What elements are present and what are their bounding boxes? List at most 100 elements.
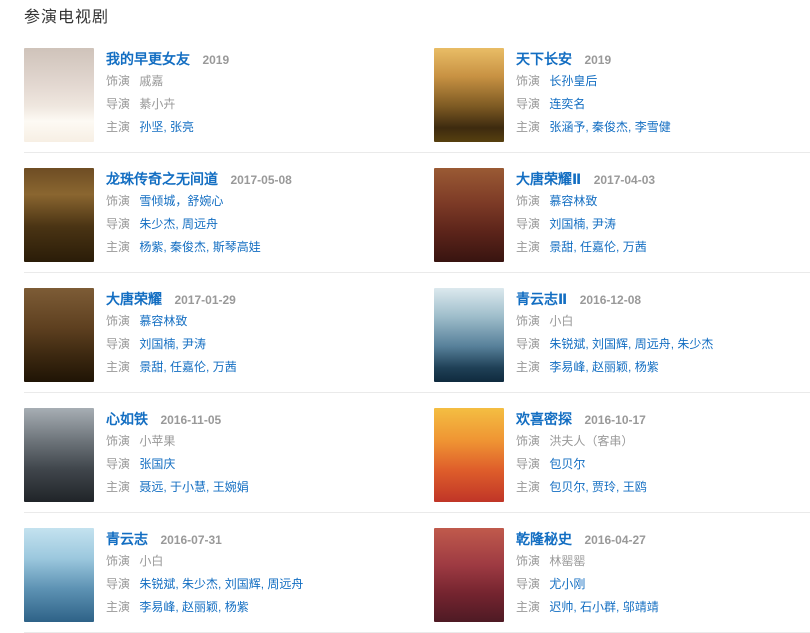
role-value[interactable]: 慕容林致: [549, 194, 598, 208]
director-label: 导演: [516, 457, 541, 471]
role-row: 饰演 雪倾城，舒婉心: [106, 190, 292, 213]
title-line: 青云志 2016-07-31: [106, 529, 303, 550]
director-value[interactable]: 尤小刚: [549, 577, 586, 591]
poster-image[interactable]: [434, 528, 504, 622]
drama-title-link[interactable]: 大唐荣耀Ⅱ: [516, 171, 582, 187]
cast-label: 主演: [516, 480, 541, 494]
cast-label: 主演: [106, 120, 131, 134]
role-value[interactable]: 雪倾城，舒婉心: [139, 194, 224, 208]
title-line: 我的早更女友 2019: [106, 49, 229, 70]
release-date: 2019: [584, 53, 612, 67]
role-label: 饰演: [106, 194, 131, 208]
drama-item: 乾隆秘史 2016-04-27 饰演 林罂罂 导演 尤小刚 主演 迟帅, 石小群…: [434, 513, 810, 633]
poster-image[interactable]: [24, 288, 94, 382]
director-row: 导演 张国庆: [106, 453, 249, 476]
director-label: 导演: [516, 97, 541, 111]
poster-image[interactable]: [24, 48, 94, 142]
cast-value[interactable]: 李易峰, 赵丽颖, 杨紫: [139, 600, 249, 614]
role-value[interactable]: 慕容林致: [139, 314, 188, 328]
director-value[interactable]: 朱少杰, 周远舟: [139, 217, 219, 231]
director-label: 导演: [106, 97, 131, 111]
title-line: 龙珠传奇之无间道 2017-05-08: [106, 169, 292, 190]
drama-info: 心如铁 2016-11-05 饰演 小苹果 导演 张国庆 主演 聂远, 于小慧,…: [106, 408, 249, 499]
drama-title-link[interactable]: 大唐荣耀: [106, 291, 162, 307]
drama-title-link[interactable]: 乾隆秘史: [516, 531, 572, 547]
drama-info: 青云志Ⅱ 2016-12-08 饰演 小白 导演 朱锐斌, 刘国辉, 周远舟, …: [516, 288, 713, 379]
role-label: 饰演: [106, 314, 131, 328]
director-row: 导演 连奕名: [516, 93, 671, 116]
drama-title-link[interactable]: 我的早更女友: [106, 51, 190, 67]
drama-item: 心如铁 2016-11-05 饰演 小苹果 导演 张国庆 主演 聂远, 于小慧,…: [24, 393, 434, 513]
poster-image[interactable]: [434, 288, 504, 382]
poster-image[interactable]: [24, 408, 94, 502]
cast-value[interactable]: 李易峰, 赵丽颖, 杨紫: [549, 360, 659, 374]
drama-title-link[interactable]: 欢喜密探: [516, 411, 572, 427]
poster-image[interactable]: [434, 48, 504, 142]
title-line: 大唐荣耀 2017-01-29: [106, 289, 237, 310]
director-label: 导演: [516, 217, 541, 231]
director-row: 导演 刘国楠, 尹涛: [106, 333, 237, 356]
drama-item: 龙珠传奇之无间道 2017-05-08 饰演 雪倾城，舒婉心 导演 朱少杰, 周…: [24, 153, 434, 273]
poster-image[interactable]: [434, 408, 504, 502]
director-value[interactable]: 刘国楠, 尹涛: [549, 217, 617, 231]
director-value[interactable]: 刘国楠, 尹涛: [139, 337, 207, 351]
section-title: 参演电视剧: [24, 9, 110, 26]
role-row: 饰演 小白: [516, 310, 713, 333]
director-row: 导演 朱少杰, 周远舟: [106, 213, 292, 236]
cast-value[interactable]: 孙坚, 张亮: [139, 120, 195, 134]
drama-item: 青云志 2016-07-31 饰演 小白 导演 朱锐斌, 朱少杰, 刘国辉, 周…: [24, 513, 434, 633]
director-value[interactable]: 朱锐斌, 刘国辉, 周远舟, 朱少杰: [549, 337, 714, 351]
role-value: 小白: [549, 314, 574, 328]
title-line: 大唐荣耀Ⅱ 2017-04-03: [516, 169, 655, 190]
director-value: 綦小卉: [139, 97, 176, 111]
director-row: 导演 刘国楠, 尹涛: [516, 213, 655, 236]
cast-value[interactable]: 聂远, 于小慧, 王婉娟: [139, 480, 249, 494]
cast-value[interactable]: 景甜, 任嘉伦, 万茜: [139, 360, 237, 374]
cast-value[interactable]: 杨紫, 秦俊杰, 斯琴高娃: [139, 240, 261, 254]
drama-title-link[interactable]: 心如铁: [106, 411, 148, 427]
role-value: 小白: [139, 554, 164, 568]
release-date: 2016-11-05: [160, 413, 222, 427]
director-value[interactable]: 连奕名: [549, 97, 586, 111]
role-value: 戚嘉: [139, 74, 164, 88]
cast-row: 主演 张涵予, 秦俊杰, 李雪健: [516, 116, 671, 139]
poster-image[interactable]: [24, 528, 94, 622]
poster-image[interactable]: [434, 168, 504, 262]
cast-label: 主演: [106, 480, 131, 494]
cast-value[interactable]: 迟帅, 石小群, 邬靖靖: [549, 600, 659, 614]
director-row: 导演 包贝尔: [516, 453, 647, 476]
drama-grid: 我的早更女友 2019 饰演 戚嘉 导演 綦小卉 主演 孙坚, 张亮: [24, 33, 810, 633]
director-label: 导演: [106, 457, 131, 471]
drama-title-link[interactable]: 青云志: [106, 531, 148, 547]
cast-row: 主演 杨紫, 秦俊杰, 斯琴高娃: [106, 236, 292, 259]
role-label: 饰演: [516, 74, 541, 88]
cast-label: 主演: [516, 240, 541, 254]
drama-title-link[interactable]: 龙珠传奇之无间道: [106, 171, 218, 187]
poster-image[interactable]: [24, 168, 94, 262]
director-value[interactable]: 包贝尔: [549, 457, 586, 471]
drama-info: 乾隆秘史 2016-04-27 饰演 林罂罂 导演 尤小刚 主演 迟帅, 石小群…: [516, 528, 659, 619]
director-value[interactable]: 朱锐斌, 朱少杰, 刘国辉, 周远舟: [139, 577, 304, 591]
director-value[interactable]: 张国庆: [139, 457, 176, 471]
cast-value[interactable]: 张涵予, 秦俊杰, 李雪健: [549, 120, 671, 134]
role-row: 饰演 小白: [106, 550, 303, 573]
role-value: 林罂罂: [549, 554, 586, 568]
cast-row: 主演 孙坚, 张亮: [106, 116, 229, 139]
release-date: 2016-07-31: [160, 533, 222, 547]
cast-value[interactable]: 景甜, 任嘉伦, 万茜: [549, 240, 647, 254]
cast-value[interactable]: 包贝尔, 贾玲, 王鸥: [549, 480, 647, 494]
role-value[interactable]: 长孙皇后: [549, 74, 598, 88]
role-label: 饰演: [106, 74, 131, 88]
role-row: 饰演 洪夫人（客串）: [516, 430, 647, 453]
title-line: 欢喜密探 2016-10-17: [516, 409, 647, 430]
cast-row: 主演 李易峰, 赵丽颖, 杨紫: [516, 356, 713, 379]
cast-label: 主演: [106, 240, 131, 254]
release-date: 2017-05-08: [230, 173, 292, 187]
drama-title-link[interactable]: 青云志Ⅱ: [516, 291, 568, 307]
title-line: 乾隆秘史 2016-04-27: [516, 529, 659, 550]
drama-title-link[interactable]: 天下长安: [516, 51, 572, 67]
role-row: 饰演 慕容林致: [106, 310, 237, 333]
director-row: 导演 朱锐斌, 刘国辉, 周远舟, 朱少杰: [516, 333, 713, 356]
drama-info: 大唐荣耀 2017-01-29 饰演 慕容林致 导演 刘国楠, 尹涛 主演 景甜…: [106, 288, 237, 379]
release-date: 2016-10-17: [584, 413, 646, 427]
